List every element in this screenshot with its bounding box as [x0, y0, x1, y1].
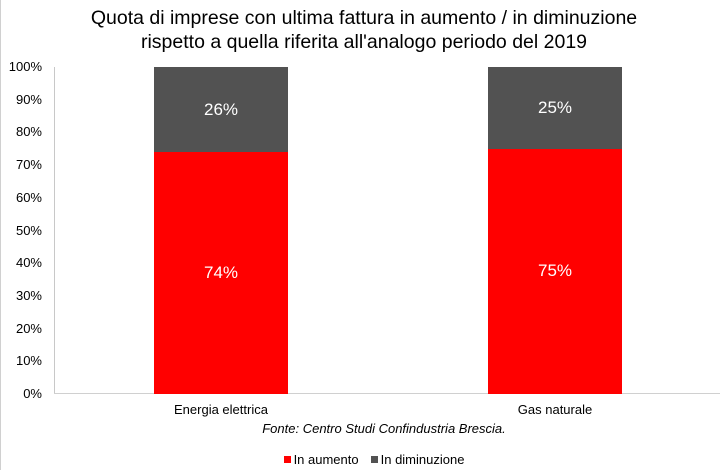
segment-in-diminuzione: 25%	[488, 67, 622, 149]
legend-swatch-red	[283, 456, 291, 463]
y-tick-label: 50%	[15, 222, 42, 238]
y-tick-label: 80%	[15, 124, 42, 140]
y-tick-label: 60%	[15, 189, 42, 205]
legend: In aumento In diminuzione	[0, 452, 728, 467]
x-tick-label-gas-naturale: Gas naturale	[517, 402, 593, 417]
bar-energia-elettrica: 26% 74%	[154, 67, 288, 394]
data-label: 26%	[203, 99, 239, 119]
y-tick-label: 0%	[23, 386, 42, 401]
segment-in-aumento: 75%	[488, 148, 622, 394]
segment-in-aumento: 74%	[154, 152, 288, 394]
y-tick-label: 70%	[15, 157, 42, 173]
x-tick-label-energia-elettrica: Energia elettrica	[174, 402, 268, 417]
y-tick-label: 30%	[15, 287, 42, 303]
legend-label: In diminuzione	[380, 452, 465, 467]
chart-title-line-1: Quota di imprese con ultima fattura in a…	[90, 7, 638, 29]
legend-swatch-gray	[370, 456, 378, 463]
y-tick-label: 10%	[15, 353, 42, 369]
x-axis-line	[54, 393, 720, 394]
y-tick-label: 40%	[15, 255, 42, 271]
source-note: Fonte: Centro Studi Confindustria Bresci…	[262, 421, 506, 436]
y-axis-line	[54, 67, 55, 394]
bar-gas-naturale: 25% 75%	[488, 67, 622, 394]
y-tick-label: 90%	[15, 91, 42, 107]
data-label: 74%	[203, 263, 239, 282]
data-label: 75%	[537, 261, 573, 281]
segment-in-diminuzione: 26%	[154, 67, 288, 153]
legend-item-in-diminuzione[interactable]: In diminuzione	[370, 452, 465, 467]
data-label: 25%	[537, 97, 573, 117]
chart-title: Quota di imprese con ultima fattura in a…	[0, 6, 728, 54]
legend-item-in-aumento[interactable]: In aumento	[283, 452, 359, 467]
legend-label: In aumento	[293, 452, 359, 467]
y-tick-label: 100%	[8, 59, 42, 74]
y-tick-label: 20%	[15, 320, 42, 336]
chart-title-line-2: rispetto a quella riferita all'analogo p…	[140, 31, 588, 53]
